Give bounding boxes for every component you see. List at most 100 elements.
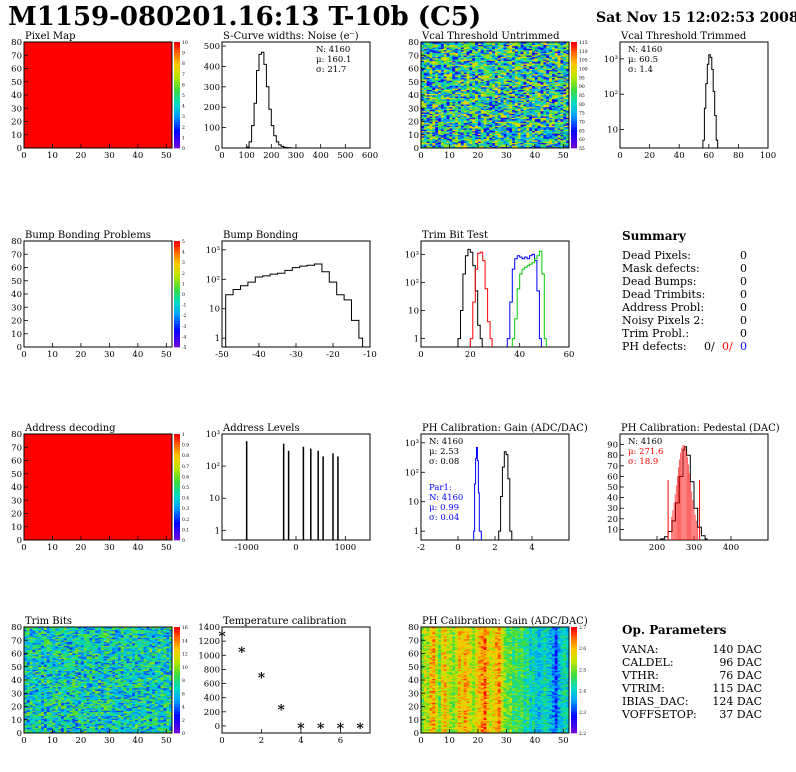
map-cell xyxy=(421,77,425,80)
map-cell xyxy=(492,96,496,98)
map-cell xyxy=(446,110,450,113)
map-cell xyxy=(466,126,470,129)
map-cell xyxy=(475,113,479,116)
map-cell xyxy=(423,105,427,108)
map-cell xyxy=(458,72,462,75)
map-cell xyxy=(460,142,464,145)
color-scale-label: 110 xyxy=(579,49,588,55)
map-cell xyxy=(463,110,467,113)
map-cell xyxy=(455,98,459,101)
map-cell xyxy=(460,117,464,120)
map-cell xyxy=(489,134,493,137)
map-cell xyxy=(477,130,482,133)
map-cell xyxy=(460,101,464,104)
map-cell xyxy=(426,67,430,69)
map-cell xyxy=(463,79,467,81)
map-cell xyxy=(440,112,445,114)
y-tick-label: 1 xyxy=(414,527,419,537)
map-cell xyxy=(477,112,482,114)
map-cell xyxy=(458,101,462,104)
map-cell xyxy=(486,91,490,93)
y-tick-label: 70 xyxy=(408,51,419,61)
map-cell xyxy=(449,75,453,77)
map-cell xyxy=(475,83,479,85)
map-cell xyxy=(477,145,482,147)
color-scale-step xyxy=(174,524,180,528)
map-cell xyxy=(497,101,501,104)
map-cell xyxy=(466,109,470,112)
map-cell xyxy=(429,95,433,97)
map-cell xyxy=(449,104,453,106)
map-cell xyxy=(486,44,490,47)
map-cell xyxy=(483,48,487,51)
map-cell xyxy=(452,49,456,52)
map-cell xyxy=(432,52,436,55)
map-cell xyxy=(477,47,482,49)
map-cell xyxy=(455,114,459,117)
map-cell xyxy=(438,92,442,94)
map-cell xyxy=(460,49,464,52)
map-cell xyxy=(500,129,504,132)
map-cell xyxy=(423,116,427,118)
map-cell xyxy=(489,95,493,97)
map-cell xyxy=(458,136,462,138)
map-cell xyxy=(452,116,456,118)
map-cell xyxy=(500,97,504,100)
map-cell xyxy=(449,124,453,126)
map-cell xyxy=(446,77,450,80)
map-cell xyxy=(472,60,476,63)
map-cell xyxy=(486,85,490,88)
color-scale-label: 0.1 xyxy=(182,527,189,533)
map-cell xyxy=(495,61,499,64)
map-cell xyxy=(458,109,462,112)
color-scale-step xyxy=(174,333,180,337)
map-cell xyxy=(497,120,501,122)
map-cell xyxy=(446,122,450,125)
map-cell xyxy=(455,49,459,52)
color-scale-step xyxy=(174,121,180,125)
map-cell xyxy=(460,71,464,73)
map-cell xyxy=(438,125,442,128)
color-scale-label: -4 xyxy=(182,334,187,340)
map-cell xyxy=(440,121,445,124)
map-cell xyxy=(486,60,490,63)
map-cell xyxy=(446,104,450,106)
map-cell xyxy=(489,109,493,112)
y-tick-label: 60 xyxy=(607,472,618,482)
map-cell xyxy=(472,125,476,128)
map-cell xyxy=(460,76,464,79)
map-cell xyxy=(455,116,459,118)
color-scale-step xyxy=(174,291,180,295)
map-cell xyxy=(486,72,490,75)
map-cell xyxy=(458,71,462,73)
map-cell xyxy=(455,113,459,116)
map-cell xyxy=(500,93,504,96)
map-cell xyxy=(495,100,499,102)
map-cell xyxy=(438,144,442,146)
map-cell xyxy=(458,92,462,94)
map-cell xyxy=(480,95,484,97)
x-tick-label: 60 xyxy=(564,350,575,360)
map-cell xyxy=(440,134,445,137)
map-cell xyxy=(475,144,479,146)
map-cell xyxy=(492,101,496,104)
color-scale-step xyxy=(174,73,180,77)
color-scale-step xyxy=(174,71,180,75)
map-cell xyxy=(500,117,504,120)
map-cell xyxy=(443,79,447,81)
color-scale-step xyxy=(174,105,180,109)
map-cell xyxy=(497,76,501,79)
map-cell xyxy=(429,72,433,75)
map-cell xyxy=(421,47,425,49)
map-cell xyxy=(452,85,456,88)
map-cell xyxy=(426,85,430,88)
color-scale-step xyxy=(174,108,180,112)
map-cell xyxy=(449,102,453,105)
map-cell xyxy=(486,75,490,77)
map-cell xyxy=(480,110,484,113)
chart-address_decoding: Address decoding10.90.80.70.60.50.40.30.… xyxy=(11,423,189,553)
map-cell xyxy=(449,132,453,134)
color-scale-step xyxy=(174,259,180,263)
map-cell xyxy=(500,89,504,92)
